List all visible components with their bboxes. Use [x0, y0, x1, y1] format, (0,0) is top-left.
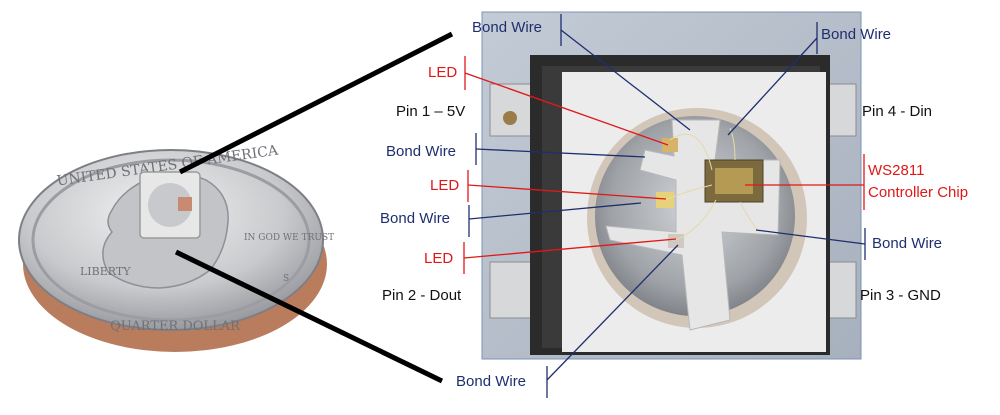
- label-bond-wire-left-1: Bond Wire: [386, 143, 457, 160]
- coin-liberty: LIBERTY: [80, 265, 131, 278]
- label-pin-1: Pin 1 – 5V: [396, 103, 466, 120]
- label-bond-wire-top-right: Bond Wire: [821, 26, 892, 43]
- coin-mint-mark: S: [283, 274, 289, 284]
- label-controller-chip-line2: Controller Chip: [868, 184, 969, 201]
- coin-motto: IN GOD WE TRUST: [244, 233, 334, 243]
- led-chip-3: [668, 234, 684, 248]
- label-led-3: LED: [424, 250, 454, 267]
- led-chip-1: [662, 138, 678, 152]
- label-bond-wire-right: Bond Wire: [872, 235, 943, 252]
- coin-legend-bottom: QUARTER DOLLAR: [110, 319, 241, 334]
- red-callouts: [463, 56, 865, 274]
- label-pin-3: Pin 3 - GND: [860, 287, 941, 304]
- label-bond-wire-top: Bond Wire: [472, 19, 543, 36]
- bond-wires: [664, 127, 761, 241]
- label-pin-2: Pin 2 - Dout: [382, 287, 462, 304]
- blue-callouts: [468, 14, 866, 398]
- coin-rim: [31, 158, 311, 322]
- label-bond-wire-bottom: Bond Wire: [456, 373, 527, 390]
- label-led-2: LED: [430, 177, 460, 194]
- label-pin-4: Pin 4 - Din: [862, 103, 933, 120]
- label-bond-wire-left-2: Bond Wire: [380, 210, 451, 227]
- zoom-line-top: [178, 31, 454, 175]
- zoom-line-bottom: [174, 249, 444, 384]
- label-controller-chip-line1: WS2811: [868, 162, 925, 179]
- label-led-1: LED: [428, 64, 458, 81]
- led-on-coin: [139, 171, 201, 239]
